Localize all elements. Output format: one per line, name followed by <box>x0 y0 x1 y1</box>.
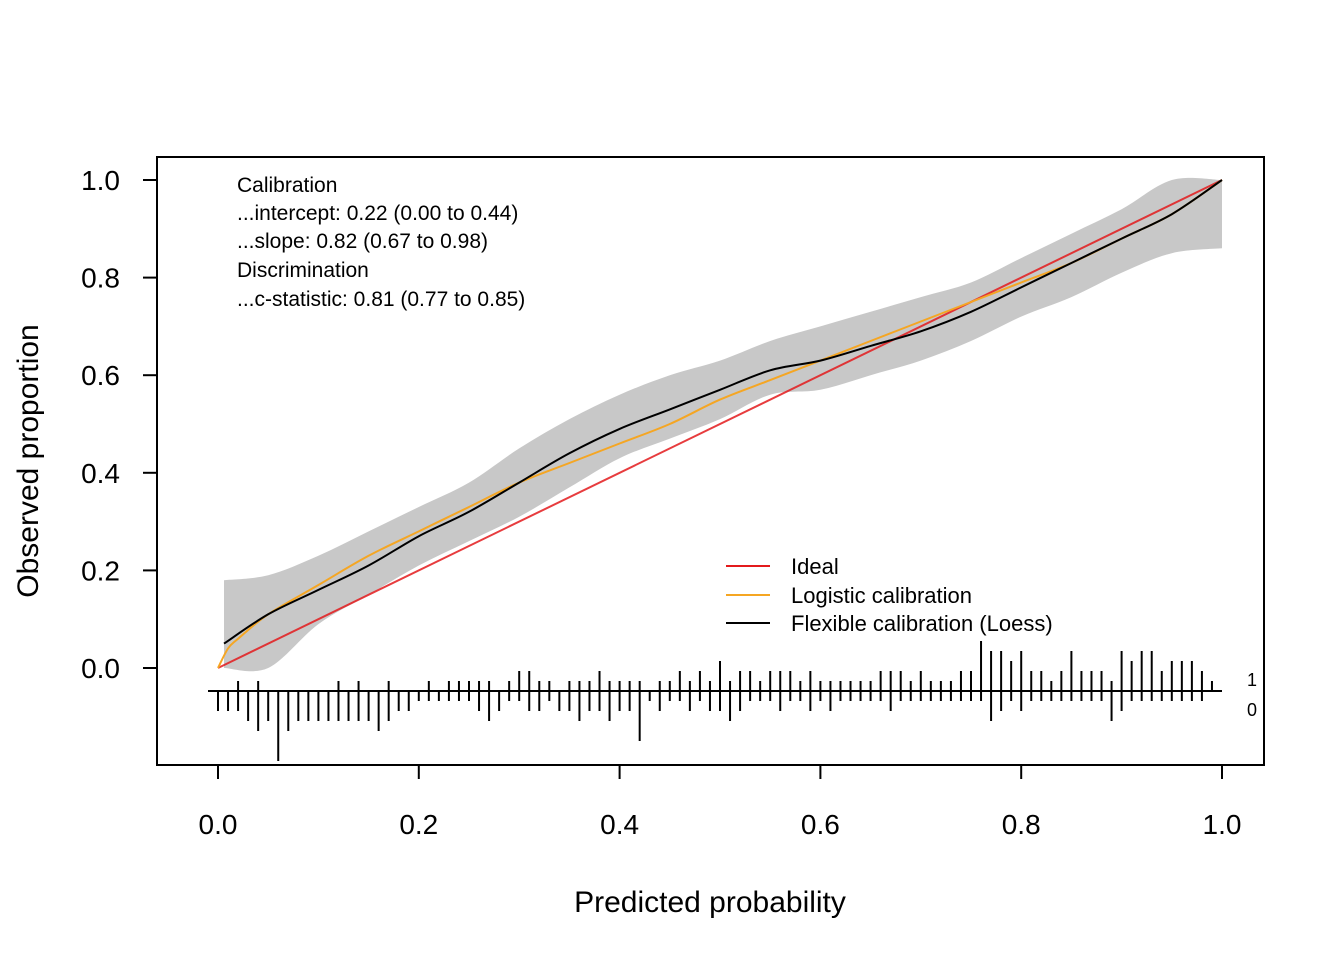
flexible-calibration-line <box>223 179 1223 645</box>
x-tick-label: 0.8 <box>1002 809 1041 840</box>
y-tick-label: 0.4 <box>81 458 120 489</box>
y-tick-label: 0.2 <box>81 555 120 586</box>
calibration-lines <box>217 179 1223 669</box>
rug-label-events: 1 <box>1247 670 1257 690</box>
x-tick-label: 0.2 <box>399 809 438 840</box>
legend-label-flexible: Flexible calibration (Loess) <box>791 611 1053 636</box>
rug-plot <box>208 641 1222 761</box>
rug-label-nonevents: 0 <box>1247 700 1257 720</box>
annotation-intercept: ...intercept: 0.22 (0.00 to 0.44) <box>237 202 518 225</box>
annotation-discrimination: Discrimination <box>237 259 369 282</box>
ideal-line <box>217 179 1223 669</box>
x-axis-title: Predicted probability <box>574 886 846 919</box>
x-axis: 0.0 0.2 0.4 0.6 0.8 1.0 <box>199 764 1242 840</box>
y-axis-title: Observed proportion <box>12 324 45 598</box>
y-tick-label: 1.0 <box>81 165 120 196</box>
y-tick-label: 0.8 <box>81 263 120 294</box>
legend: Ideal Logistic calibration Flexible cali… <box>726 554 1053 636</box>
stats-annotation: Calibration ...intercept: 0.22 (0.00 to … <box>237 174 525 311</box>
x-tick-label: 0.0 <box>199 809 238 840</box>
x-tick-label: 0.6 <box>801 809 840 840</box>
legend-label-logistic: Logistic calibration <box>791 583 972 608</box>
annotation-slope: ...slope: 0.82 (0.67 to 0.98) <box>237 230 488 253</box>
annotation-c-statistic: ...c-statistic: 0.81 (0.77 to 0.85) <box>237 288 525 311</box>
y-tick-label: 0.0 <box>81 653 120 684</box>
x-tick-label: 1.0 <box>1203 809 1242 840</box>
annotation-calibration: Calibration <box>237 174 337 197</box>
y-axis: 0.0 0.2 0.4 0.6 0.8 1.0 <box>81 165 158 684</box>
legend-label-ideal: Ideal <box>791 554 839 579</box>
y-tick-label: 0.6 <box>81 360 120 391</box>
x-tick-label: 0.4 <box>600 809 639 840</box>
logistic-calibration-line <box>217 179 1223 669</box>
